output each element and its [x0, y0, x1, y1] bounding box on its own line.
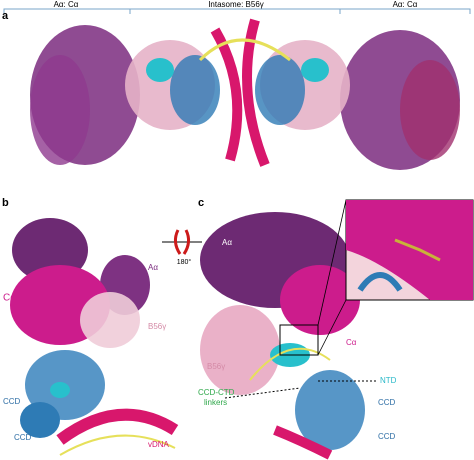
structure-label: Cα: [3, 293, 16, 304]
rotation-label: 180°: [177, 258, 192, 266]
structure-label: vDNA: [148, 440, 170, 449]
bracket: [3, 8, 471, 14]
structure-label: CCD: [378, 432, 396, 441]
structure-c: [200, 199, 474, 460]
panel-label: b: [2, 197, 9, 209]
structure-label: linkers: [204, 398, 227, 407]
structure-label: B56γ: [148, 322, 166, 331]
panel-label: c: [198, 197, 204, 209]
panel-label: a: [2, 10, 9, 22]
bracket-label: Intasome: B56γ: [208, 0, 264, 9]
structure-label: Cα: [346, 338, 357, 347]
structure-label: Aα: [222, 238, 232, 247]
bracket-label: Aα: Cα: [54, 0, 79, 9]
structure-label: CCD-CTD: [198, 388, 235, 397]
bracket-label: Aα: Cα: [393, 0, 418, 9]
rotation-arrow: [162, 229, 202, 255]
structure-a: [30, 18, 460, 170]
structure-label: B56γ: [207, 362, 225, 371]
structure-b: [10, 218, 179, 456]
structure-label: CCD: [378, 398, 396, 407]
structure-label: CCD: [14, 433, 32, 442]
structure-label: NTD: [380, 376, 397, 385]
structure-label: Aα: [148, 263, 158, 272]
structure-label: CCD: [3, 397, 21, 406]
